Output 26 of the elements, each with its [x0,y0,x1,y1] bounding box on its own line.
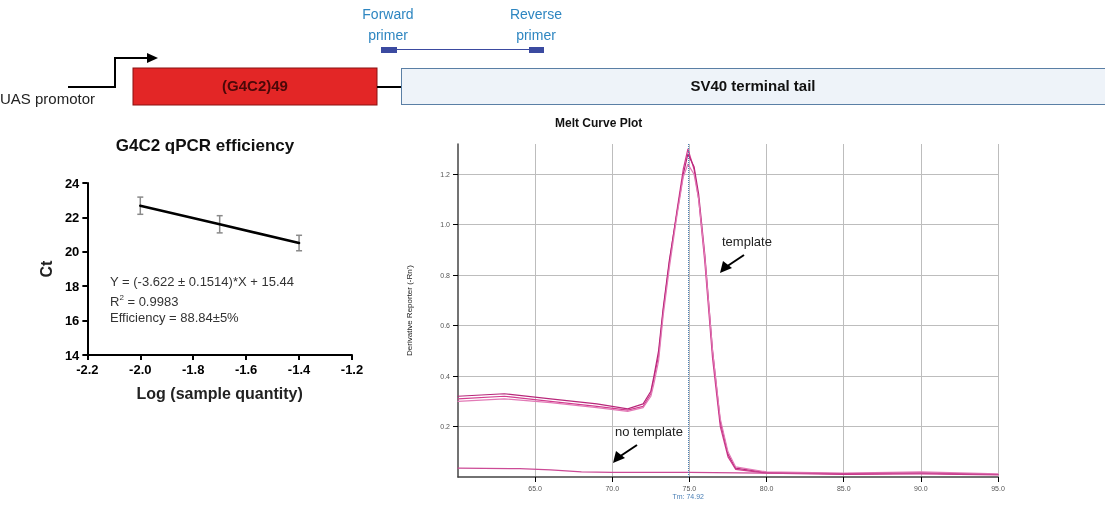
y-tick-label: 14 [64,347,81,363]
y-tick-label: 22 [64,209,80,225]
x-tick-label: -1.4 [287,362,312,377]
annotation: Efficiency = 88.84±5% [110,310,240,325]
annotation: template [722,234,772,249]
chart-title: Melt Curve Plot [555,116,643,130]
x-tick-label: -1.6 [234,362,258,377]
text: SV40 terminal tail [689,77,817,94]
text: UAS promotor [0,90,97,107]
chart-title: G4C2 qPCR efficiency [115,136,295,155]
annotation: Y = (-3.622 ± 0.1514)*X + 15.44 [110,274,294,289]
y-axis-title: Derivative Reporter (-Rn') [404,264,414,356]
text: Reverse primer [508,5,564,45]
x-axis-title: Log (sample quantity) [136,384,303,402]
text: Forward primer [361,5,415,45]
text: (G4C2)49 [221,77,289,94]
y-tick-label: 16 [64,313,80,329]
y-tick-label: 24 [64,175,81,191]
y-tick-label: 18 [64,278,80,294]
y-axis-title: Ct [37,259,55,278]
annotation: no template [615,424,683,439]
x-tick-label: -1.8 [182,362,205,377]
x-tick-label: -1.2 [340,362,364,377]
x-tick-label: -2.2 [76,362,99,377]
x-tick-label: -2.0 [129,362,152,377]
y-tick-label: 20 [64,244,80,260]
